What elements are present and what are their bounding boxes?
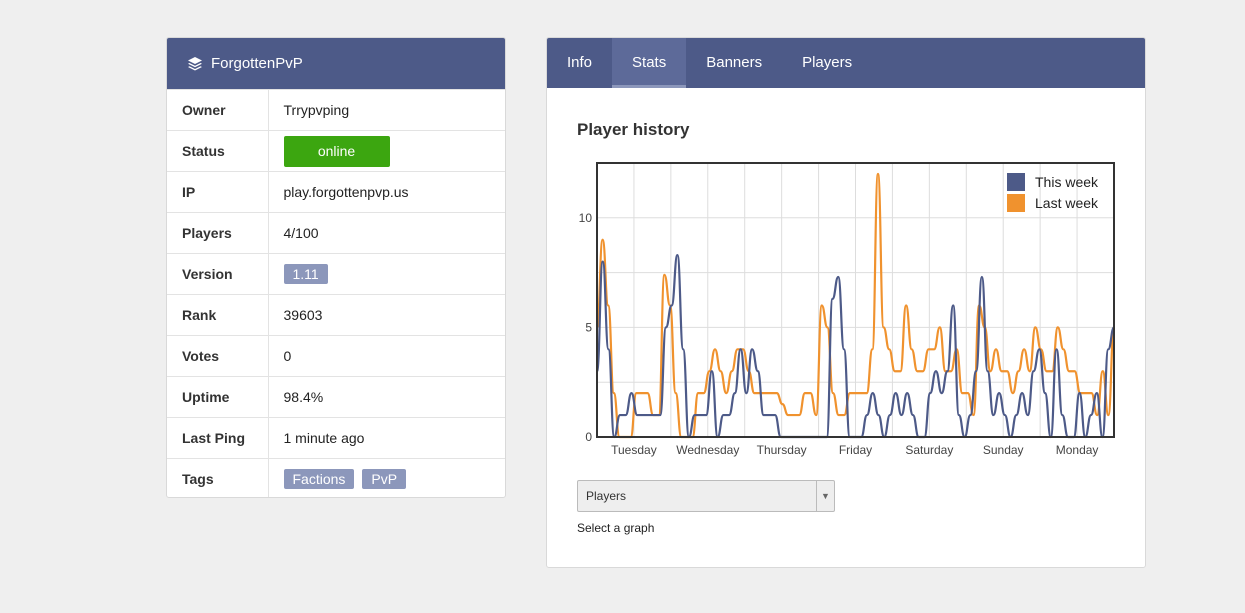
legend-swatch [1007, 173, 1025, 191]
info-value: 4/100 [268, 212, 505, 254]
info-row: Tags Factions PvP [167, 458, 505, 497]
y-tick-label: 0 [585, 430, 592, 444]
info-value: 39603 [268, 294, 505, 336]
info-label: Rank [167, 294, 269, 336]
legend-label: Last week [1035, 195, 1099, 211]
info-value-text: 39603 [283, 307, 323, 323]
info-value-text: 0 [283, 348, 292, 364]
server-info-table: Owner Trrypvping Status online IP play.forgot… [167, 89, 505, 497]
info-value: 1 minute ago [268, 417, 505, 459]
player-history-chart: 0 5 10 Tuesday Wednesday Thursday Friday Saturd… [579, 162, 1116, 457]
x-tick-label: Wednesday [676, 443, 739, 457]
info-label: Players [167, 212, 269, 254]
stats-card: Info Stats Banners Players Player history 0… [546, 37, 1146, 568]
server-name: ForgottenPvP [211, 55, 303, 72]
info-value-text: 1 minute ago [283, 430, 365, 446]
chevron-down-icon[interactable]: ▼ [816, 481, 834, 511]
info-label: Votes [167, 335, 269, 377]
server-info-card: ForgottenPvP Owner Trrypvping Status online… [166, 37, 506, 498]
info-value: play.forgottenpvp.us [268, 171, 505, 213]
series-line [595, 172, 1116, 439]
info-row: Rank 39603 [167, 294, 505, 336]
legend-swatch [1007, 194, 1025, 212]
info-label: Uptime [167, 376, 269, 418]
x-tick-label: Friday [839, 443, 872, 457]
info-label: Owner [167, 89, 269, 131]
info-label: IP [167, 171, 269, 213]
x-tick-label: Tuesday [611, 443, 657, 457]
plot-frame [596, 162, 1115, 438]
info-label: Status [167, 130, 269, 172]
server-header: ForgottenPvP [167, 38, 505, 89]
layers-icon [187, 56, 203, 72]
x-tick-label: Saturday [905, 443, 953, 457]
info-row: Last Ping 1 minute ago [167, 417, 505, 459]
tab-info[interactable]: Info [567, 54, 593, 71]
info-row: Players 4/100 [167, 212, 505, 254]
info-label: Version [167, 253, 269, 295]
info-value-text: 98.4% [283, 389, 324, 405]
graph-select-value: Players [586, 489, 627, 503]
x-tick-label: Monday [1056, 443, 1099, 457]
legend-label: This week [1035, 174, 1099, 190]
version-badge: 1.11 [283, 264, 328, 284]
chart-title: Player history [577, 120, 690, 139]
info-row: Votes 0 [167, 335, 505, 377]
y-tick-label: 10 [579, 211, 593, 225]
tab-stats[interactable]: Stats [612, 38, 687, 88]
info-row: Version 1.11 [167, 253, 505, 295]
x-tick-label: Thursday [757, 443, 807, 457]
info-value: 0 [268, 335, 505, 377]
x-tick-label: Sunday [983, 443, 1024, 457]
info-value: Trrypvping [268, 89, 505, 131]
info-label: Last Ping [167, 417, 269, 459]
info-value-text: Trrypvping [283, 102, 350, 118]
info-row: Uptime 98.4% [167, 376, 505, 418]
info-value: online [268, 130, 505, 172]
y-tick-label: 5 [585, 320, 592, 334]
info-value-text: 4/100 [283, 225, 319, 241]
tab-players[interactable]: Players [802, 54, 853, 71]
tab-bar: Info Stats Banners Players [547, 38, 1145, 88]
info-value-text: play.forgottenpvp.us [283, 184, 409, 200]
info-row: Owner Trrypvping [167, 89, 505, 131]
info-value: 1.11 [268, 253, 505, 295]
info-label: Tags [167, 458, 269, 497]
graph-select[interactable]: Players ▼ [577, 480, 835, 512]
tab-banners[interactable]: Banners [706, 54, 763, 71]
info-row: IP play.forgottenpvp.us [167, 171, 505, 213]
info-value: Factions PvP [268, 458, 505, 497]
info-value: 98.4% [268, 376, 505, 418]
tag-badge[interactable]: PvP [362, 469, 407, 490]
tag-badge[interactable]: Factions [283, 469, 355, 490]
info-row: Status online [167, 130, 505, 172]
status-badge: online [283, 135, 390, 167]
select-help-text: Select a graph [577, 521, 655, 535]
